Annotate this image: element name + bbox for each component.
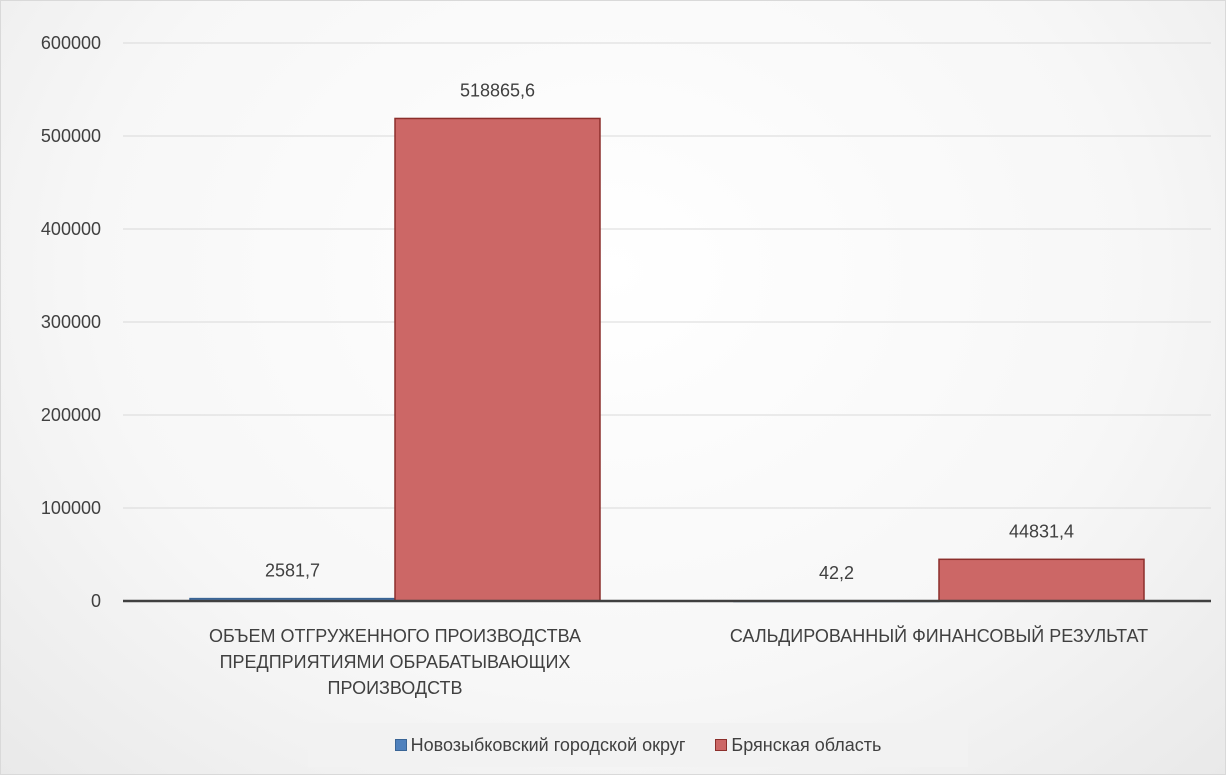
x-category-label: САЛЬДИРОВАННЫЙ ФИНАНСОВЫЙ РЕЗУЛЬТАТ — [730, 625, 1148, 646]
data-label: 2581,7 — [265, 561, 320, 581]
legend: Новозыбковский городской округ Брянская … — [308, 723, 968, 767]
y-tick-label: 400000 — [41, 219, 101, 239]
y-tick-label: 200000 — [41, 405, 101, 425]
x-category-label: ПРЕДПРИЯТИЯМИ ОБРАБАТЫВАЮЩИХ — [220, 652, 571, 672]
legend-item-series-1: Новозыбковский городской округ — [394, 734, 686, 756]
x-category-label: ОБЪЕМ ОТГРУЖЕННОГО ПРОИЗВОДСТВА — [209, 626, 581, 646]
x-category-label: ПРОИЗВОДСТВ — [328, 678, 463, 698]
legend-item-series-2: Брянская область — [715, 735, 881, 756]
y-tick-label: 100000 — [41, 498, 101, 518]
y-axis-ticks: 0 100000 200000 300000 400000 500000 600000 — [41, 33, 101, 611]
legend-swatch-series-1 — [394, 739, 407, 751]
y-tick-label: 0 — [91, 591, 101, 611]
y-tick-label: 300000 — [41, 312, 101, 332]
legend-label-series-2: Брянская область — [731, 734, 882, 755]
gridlines — [123, 42, 1211, 509]
bars — [189, 117, 1145, 603]
bar-series-2-cat-1 — [394, 117, 601, 602]
category-labels: ОБЪЕМ ОТГРУЖЕННОГО ПРОИЗВОДСТВА ПРЕДПРИЯТ… — [209, 625, 1148, 698]
bar-series-2-cat-2 — [938, 558, 1145, 602]
data-label: 44831,4 — [1009, 521, 1074, 541]
legend-label-series-1: Новозыбковский городской округ — [410, 734, 686, 755]
y-tick-label: 600000 — [41, 33, 101, 53]
legend-swatch-series-2 — [715, 739, 728, 751]
data-labels: 2581,7 518865,6 42,2 44831,4 — [265, 80, 1074, 583]
data-label: 518865,6 — [460, 80, 535, 100]
y-tick-label: 500000 — [41, 126, 101, 146]
data-label: 42,2 — [819, 563, 854, 583]
